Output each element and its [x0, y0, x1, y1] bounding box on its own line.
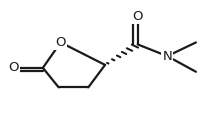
Text: O: O	[9, 61, 19, 74]
Text: N: N	[162, 50, 172, 63]
Text: O: O	[55, 36, 66, 49]
Text: O: O	[132, 10, 143, 23]
